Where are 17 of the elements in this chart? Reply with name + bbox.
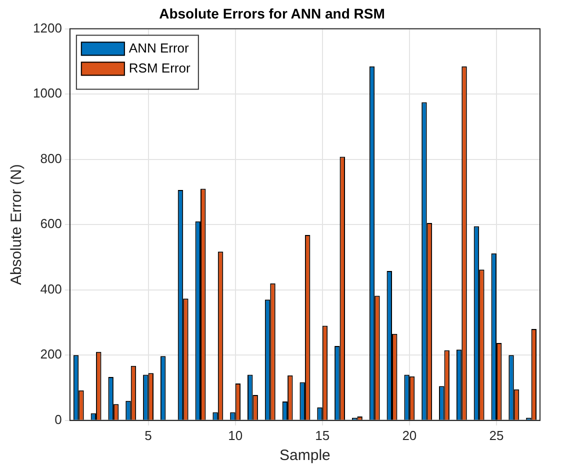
legend-label: RSM Error [128,60,191,76]
y-tick-label: 200 [40,346,62,362]
y-axis-title: Absolute Error (N) [8,164,26,286]
x-axis-title: Sample [280,447,330,464]
legend-label: ANN Error [128,40,190,56]
y-tick-label: 800 [40,150,62,166]
x-tick-label: 20 [402,428,417,443]
y-tick-label: 400 [40,281,62,296]
chart-title: Absolute Errors for ANN and RSM [159,5,385,22]
x-tick-label: 15 [315,428,330,443]
x-tick-label: 5 [144,428,152,443]
y-tick-label: 600 [40,216,62,232]
y-tick-label: 1200 [33,20,62,36]
y-tick-label: 1000 [33,86,62,101]
y-tick-label: 0 [54,412,62,427]
x-tick-label: 25 [489,428,504,443]
x-tick-label: 10 [228,428,243,443]
